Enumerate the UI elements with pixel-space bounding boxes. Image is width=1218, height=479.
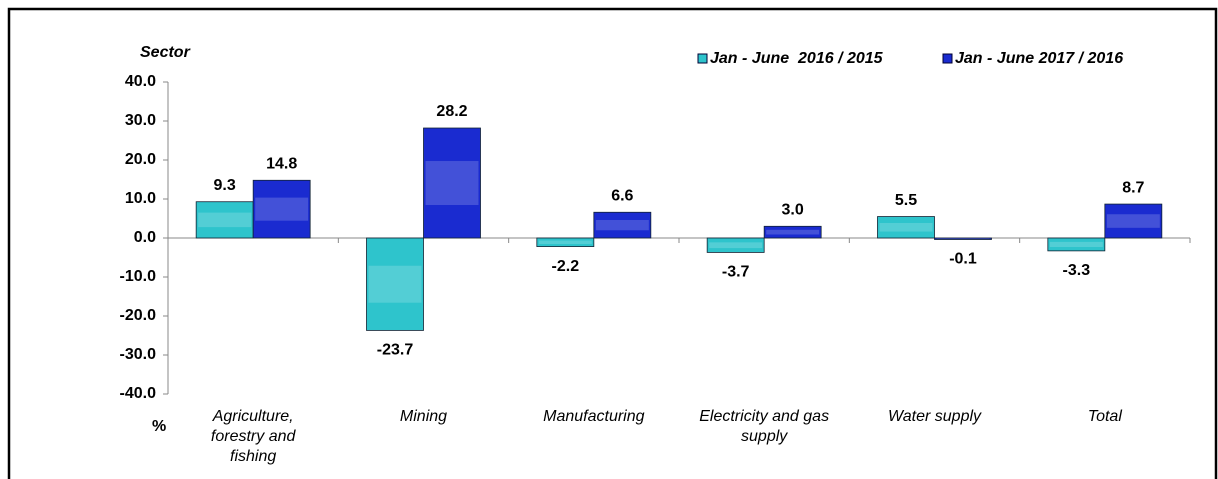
axis-label: Sector <box>140 44 191 61</box>
x-tick-label: Total <box>1087 408 1122 425</box>
y-tick-label: -20.0 <box>120 307 157 324</box>
x-tick-label: Mining <box>399 408 448 425</box>
bar-shine <box>255 197 309 221</box>
y-tick-label: 10.0 <box>125 190 156 207</box>
legend-marker <box>697 53 708 64</box>
value-label: 8.7 <box>1122 179 1144 196</box>
value-label: -23.7 <box>377 342 414 359</box>
value-label: 3.0 <box>782 202 804 219</box>
bar-shine <box>198 212 252 228</box>
unit-label: % <box>152 418 166 435</box>
y-tick-label: -10.0 <box>120 268 157 285</box>
y-tick-label: 0.0 <box>134 229 156 246</box>
x-tick-label: Electricity and gas supply <box>699 408 830 445</box>
y-tick-label: 40.0 <box>125 73 156 90</box>
y-tick-label: -30.0 <box>120 346 157 363</box>
bar <box>1104 203 1163 239</box>
value-label: -0.1 <box>949 251 977 268</box>
bar <box>536 237 595 247</box>
bar <box>706 237 765 253</box>
x-tick-label: Water supply <box>887 408 982 425</box>
bar <box>423 127 481 239</box>
bar-shine <box>1049 241 1103 248</box>
value-label: 28.2 <box>436 103 467 120</box>
x-tick-label: Agriculture, forestry and fishing <box>210 408 296 465</box>
legend-marker <box>942 53 953 64</box>
value-label: 5.5 <box>895 192 917 209</box>
bar <box>763 225 822 239</box>
bar <box>1047 237 1106 252</box>
bar-shine <box>368 265 422 303</box>
bar-shine <box>425 161 479 206</box>
bar <box>934 237 992 240</box>
value-label: -3.7 <box>722 264 750 281</box>
value-label: -3.3 <box>1063 262 1091 279</box>
bar-shine <box>766 229 820 235</box>
value-label: 6.6 <box>611 187 633 204</box>
bar <box>593 211 652 239</box>
bar <box>366 237 424 331</box>
bar-shine <box>879 222 933 232</box>
y-tick-label: -40.0 <box>120 385 157 402</box>
value-label: 14.8 <box>266 155 297 172</box>
bar-shine <box>538 240 592 245</box>
value-label: -2.2 <box>552 258 580 275</box>
y-tick-label: 30.0 <box>125 112 156 129</box>
x-tick-label: Manufacturing <box>543 408 645 425</box>
y-tick-label: 20.0 <box>125 151 156 168</box>
bar-shine <box>936 238 990 240</box>
bar-shine <box>709 242 763 249</box>
bar <box>252 179 311 239</box>
frame <box>7 7 1218 479</box>
legend-label: Jan - June 2017 / 2016 <box>955 50 1123 67</box>
value-label: 9.3 <box>214 177 236 194</box>
bar-shine <box>595 219 649 231</box>
legend-label: Jan - June 2016 / 2015 <box>710 50 884 67</box>
bar-shine <box>1106 214 1160 228</box>
bar <box>877 216 935 239</box>
